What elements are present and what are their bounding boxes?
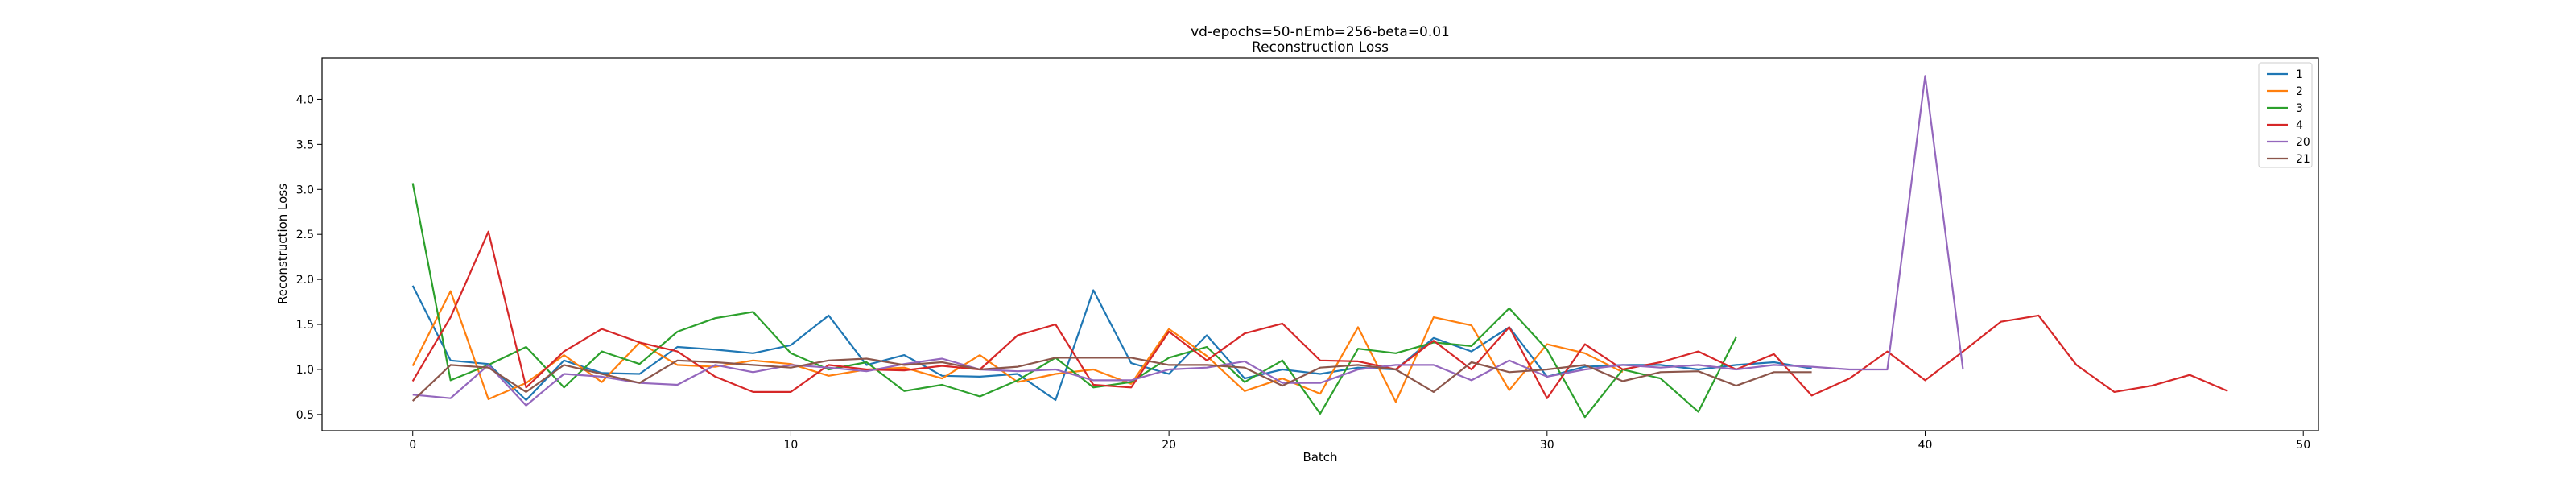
series-line-3 (411, 183, 1737, 419)
series-line-4 (411, 230, 2228, 399)
y-tick-label: 3.0 (296, 184, 314, 196)
y-tick-label: 1.5 (296, 319, 314, 332)
y-axis-label: Reconstruction Loss (275, 184, 290, 304)
x-axis-label: Batch (1302, 450, 1337, 464)
y-tick-label: 1.0 (296, 364, 314, 377)
x-tick-label: 20 (1162, 439, 1176, 452)
y-tick-label: 4.0 (296, 93, 314, 106)
y-tick-label: 2.0 (296, 274, 314, 287)
plot-frame (321, 57, 2319, 431)
series-line-21 (411, 357, 1812, 402)
x-tick-label: 10 (784, 439, 799, 452)
legend-label-2: 2 (2296, 85, 2303, 98)
y-axis: 0.5 1.0 1.5 2.0 2.5 3.0 3.5 4.0 (296, 93, 322, 422)
legend-label-3: 3 (2296, 102, 2303, 115)
legend-label-4: 4 (2296, 119, 2303, 132)
x-tick-label: 30 (1540, 439, 1554, 452)
legend-box (2258, 62, 2313, 168)
legend: 1 2 3 4 20 21 (2258, 62, 2313, 168)
series-lines (411, 75, 2228, 419)
y-tick-label: 0.5 (296, 409, 314, 422)
x-tick-label: 50 (2296, 439, 2310, 452)
chart-subtitle: Reconstruction Loss (1252, 39, 1389, 56)
y-tick-label: 3.5 (296, 138, 314, 151)
legend-label-20: 20 (2296, 136, 2310, 149)
x-tick-label: 40 (1918, 439, 1933, 452)
y-tick-label: 2.5 (296, 229, 314, 242)
series-line-20 (412, 75, 1964, 407)
x-axis: 0 10 20 30 40 50 (409, 431, 2310, 452)
series-line-1 (411, 285, 1812, 402)
legend-label-1: 1 (2296, 68, 2303, 81)
legend-label-21: 21 (2296, 153, 2310, 166)
chart-title: vd-epochs=50-nEmb=256-beta=0.01 (1191, 24, 1450, 40)
x-tick-label: 0 (409, 439, 416, 452)
